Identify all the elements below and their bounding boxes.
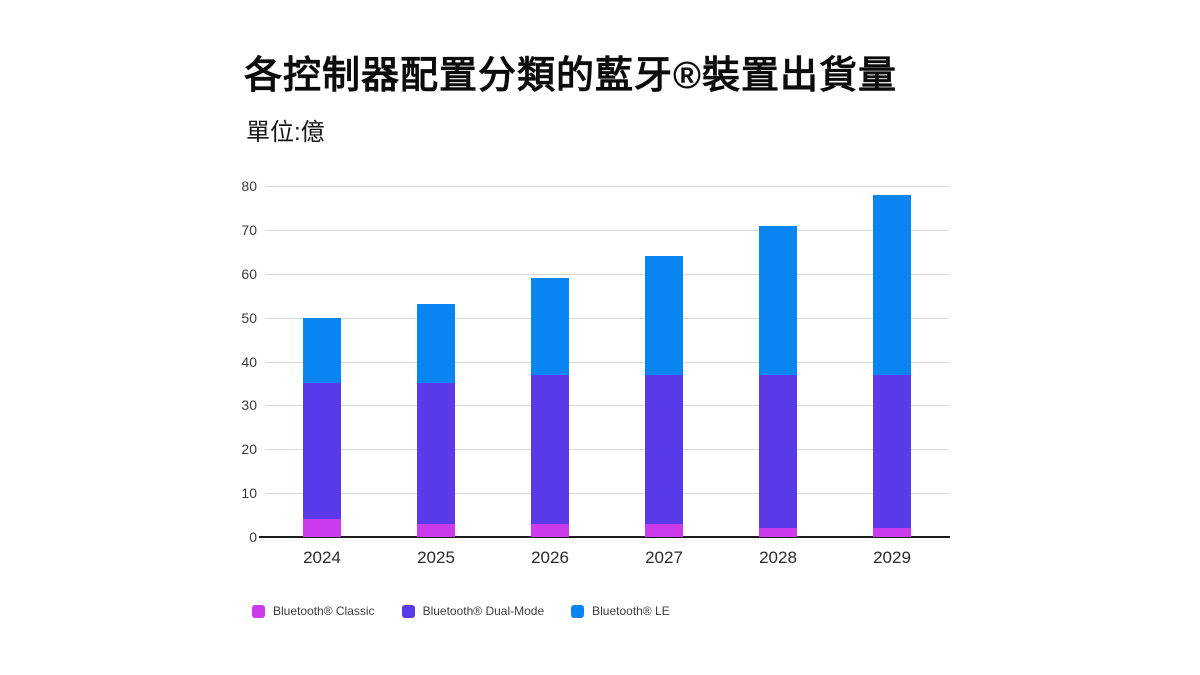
stacked-bar-2025	[417, 186, 455, 537]
bar-segment-2025-bluetooth-le	[417, 304, 455, 384]
legend-swatch-icon	[252, 604, 265, 618]
category-band-2025: 2025	[379, 186, 493, 567]
bar-segment-2027-bluetooth-dual-mode	[645, 374, 683, 524]
bar-segment-2027-bluetooth-le	[645, 256, 683, 375]
category-band-2026: 2026	[493, 186, 607, 567]
stacked-bar-2028	[759, 186, 797, 537]
category-band-2028: 2028	[721, 186, 835, 567]
gridline-y-40	[265, 361, 949, 363]
y-tick-label-50: 50	[241, 309, 257, 326]
legend-label: Bluetooth® Dual-Mode	[422, 604, 545, 618]
gridline-y-20	[265, 449, 949, 451]
y-tick-label-70: 70	[241, 221, 257, 238]
gridline-y-80	[265, 186, 949, 187]
category-band-2029: 2029	[835, 186, 949, 567]
gridline-y-10	[265, 493, 949, 495]
bar-segment-2028-bluetooth-dual-mode	[759, 374, 797, 529]
bar-segment-2028-bluetooth-le	[759, 225, 797, 375]
bar-segment-2024-bluetooth-dual-mode	[303, 383, 341, 520]
y-tick-label-30: 30	[241, 397, 257, 414]
y-tick-label-60: 60	[241, 265, 257, 282]
stacked-bar-2029	[873, 186, 911, 537]
bar-segment-2027-bluetooth-classic	[645, 523, 683, 537]
gridline-y-50	[265, 317, 949, 319]
bar-segment-2025-bluetooth-dual-mode	[417, 383, 455, 524]
y-tick-label-20: 20	[241, 441, 257, 458]
bar-segment-2026-bluetooth-le	[531, 278, 569, 375]
legend-label: Bluetooth® Classic	[273, 604, 375, 618]
bar-segment-2029-bluetooth-le	[873, 194, 911, 375]
x-tick-label-2026: 2026	[531, 548, 569, 567]
plot-area: 0 10 20 30 40 50 60 70 80 2024 2025 2026 2027 2028 202…	[241, 179, 950, 567]
legend-item-bluetooth-le: Bluetooth® LE	[571, 604, 670, 618]
bar-segment-2025-bluetooth-classic	[417, 523, 455, 537]
stacked-bar-2027	[645, 186, 683, 537]
unit-label: 單位:億	[246, 119, 325, 146]
category-band-2027: 2027	[607, 186, 721, 567]
x-axis-line	[259, 536, 950, 538]
legend-swatch-icon	[571, 604, 585, 618]
bar-segment-2024-bluetooth-classic	[303, 519, 341, 537]
bar-segment-2029-bluetooth-dual-mode	[873, 374, 911, 529]
bar-segment-2028-bluetooth-classic	[759, 528, 797, 537]
x-tick-label-2027: 2027	[645, 548, 683, 567]
stacked-bar-2024	[303, 186, 341, 537]
x-tick-label-2028: 2028	[759, 548, 797, 567]
x-tick-label-2025: 2025	[417, 548, 455, 567]
x-tick-label-2029: 2029	[873, 548, 911, 567]
gridline-y-70	[265, 229, 949, 231]
legend-swatch-icon	[401, 604, 415, 618]
legend-label: Bluetooth® LE	[592, 604, 670, 618]
bar-segment-2026-bluetooth-classic	[531, 523, 569, 537]
chart-title: 各控制器配置分類的藍牙®裝置出貨量	[244, 55, 898, 97]
y-tick-label-80: 80	[241, 178, 257, 194]
category-band-2024: 2024	[265, 186, 379, 567]
legend: Bluetooth® Classic Bluetooth® Dual-Mode Bl…	[252, 604, 670, 618]
y-tick-label-0: 0	[249, 529, 257, 545]
bar-segment-2026-bluetooth-dual-mode	[531, 374, 569, 524]
gridline-y-30	[265, 405, 949, 407]
x-tick-label-2024: 2024	[303, 548, 341, 567]
stacked-bar-2026	[531, 186, 569, 537]
gridline-y-60	[265, 273, 949, 275]
y-tick-label-10: 10	[241, 485, 257, 502]
legend-item-bluetooth-dual-mode: Bluetooth® Dual-Mode	[401, 604, 545, 618]
bar-segment-2029-bluetooth-classic	[873, 528, 911, 537]
bar-segment-2024-bluetooth-le	[303, 317, 341, 384]
legend-item-bluetooth-classic: Bluetooth® Classic	[252, 604, 375, 618]
y-tick-label-40: 40	[241, 353, 257, 370]
